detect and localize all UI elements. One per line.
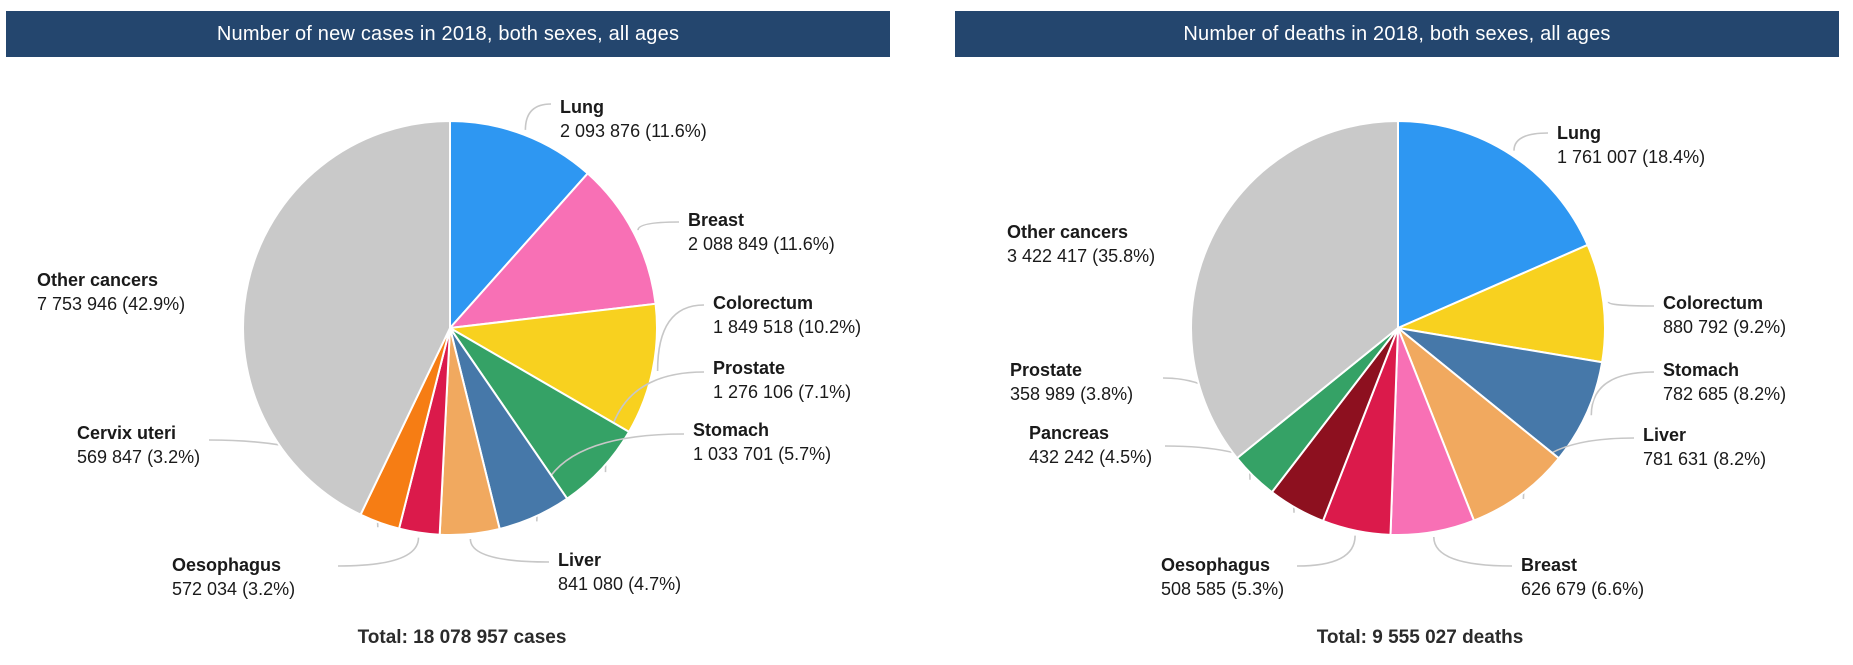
slice-label-name: Other cancers bbox=[37, 270, 159, 290]
leader-line-deaths-breast bbox=[1433, 536, 1513, 567]
slice-label-name: Stomach bbox=[1663, 360, 1740, 380]
slice-label-deaths-prostate: Prostate 358 989 (3.8%) bbox=[1010, 358, 1133, 406]
slice-label-value: 880 792 (9.2%) bbox=[1663, 317, 1787, 337]
slice-label-name: Lung bbox=[1557, 123, 1601, 143]
chart-title-deaths: Number of deaths in 2018, both sexes, al… bbox=[955, 11, 1839, 57]
leader-line-new-cases-lung bbox=[524, 103, 552, 130]
leader-line-deaths-lung bbox=[1513, 132, 1549, 151]
slice-label-name: Liver bbox=[558, 550, 602, 570]
slice-label-name: Prostate bbox=[1010, 360, 1083, 380]
leader-line-new-cases-liver bbox=[469, 538, 550, 563]
pie-slice-deaths-lung[interactable] bbox=[1397, 120, 1589, 329]
pie-slice-new-cases-colorectum[interactable] bbox=[449, 302, 658, 433]
slice-label-name: Oesophagus bbox=[1161, 555, 1271, 575]
slice-label-deaths-pancreas: Pancreas 432 242 (4.5%) bbox=[1029, 421, 1152, 469]
slice-label-value: 569 847 (3.2%) bbox=[77, 447, 201, 467]
slice-label-deaths-colorectum: Colorectum 880 792 (9.2%) bbox=[1663, 291, 1786, 339]
slice-label-new-cases-other-cancers: Other cancers 7 753 946 (42.9%) bbox=[37, 268, 185, 316]
slice-label-new-cases-oesophagus: Oesophagus 572 034 (3.2%) bbox=[172, 553, 295, 601]
slice-label-value: 508 585 (5.3%) bbox=[1161, 579, 1285, 599]
slice-label-new-cases-breast: Breast 2 088 849 (11.6%) bbox=[688, 208, 835, 256]
slice-label-name: Colorectum bbox=[713, 293, 814, 313]
slice-label-name: Other cancers bbox=[1007, 222, 1129, 242]
pie-slice-new-cases-other-cancers[interactable] bbox=[242, 120, 451, 516]
leader-line-deaths-oesophagus bbox=[1296, 535, 1356, 567]
total-cases: Total: 18 078 957 cases bbox=[357, 627, 567, 648]
slice-label-name: Stomach bbox=[693, 420, 770, 440]
pie-slice-new-cases-breast[interactable] bbox=[449, 172, 657, 329]
slice-label-name: Oesophagus bbox=[172, 555, 282, 575]
slice-label-new-cases-cervix-uteri: Cervix uteri 569 847 (3.2%) bbox=[77, 421, 200, 469]
slice-label-value: 1 761 007 (18.4%) bbox=[1557, 147, 1706, 167]
slice-label-value: 2 093 876 (11.6%) bbox=[560, 121, 707, 141]
slice-label-deaths-breast: Breast 626 679 (6.6%) bbox=[1521, 553, 1644, 601]
slice-label-name: Pancreas bbox=[1029, 423, 1110, 443]
slice-label-value: 2 088 849 (11.6%) bbox=[688, 234, 835, 254]
slice-label-name: Cervix uteri bbox=[77, 423, 177, 443]
slice-label-deaths-other-cancers: Other cancers 3 422 417 (35.8%) bbox=[1007, 220, 1155, 268]
leader-line-deaths-stomach bbox=[1590, 371, 1655, 416]
slice-label-value: 7 753 946 (42.9%) bbox=[37, 294, 186, 314]
leader-line-new-cases-oesophagus bbox=[337, 537, 420, 567]
pie-slice-deaths-liver[interactable] bbox=[1397, 327, 1560, 522]
leader-line-deaths-colorectum bbox=[1607, 301, 1655, 307]
slice-label-name: Breast bbox=[688, 210, 745, 230]
slice-label-deaths-lung: Lung 1 761 007 (18.4%) bbox=[1557, 121, 1705, 169]
leader-line-new-cases-breast bbox=[637, 221, 680, 231]
slice-label-name: Prostate bbox=[713, 358, 786, 378]
slice-label-value: 572 034 (3.2%) bbox=[172, 579, 296, 599]
slice-label-value: 782 685 (8.2%) bbox=[1663, 384, 1787, 404]
slice-label-value: 1 276 106 (7.1%) bbox=[713, 382, 852, 402]
pie-slice-deaths-other-cancers[interactable] bbox=[1190, 120, 1399, 460]
leader-line-new-cases-colorectum bbox=[656, 304, 705, 372]
slice-label-deaths-oesophagus: Oesophagus 508 585 (5.3%) bbox=[1161, 553, 1284, 601]
slice-label-name: Breast bbox=[1521, 555, 1578, 575]
pie-slice-new-cases-lung[interactable] bbox=[449, 120, 589, 329]
slice-label-new-cases-stomach: Stomach 1 033 701 (5.7%) bbox=[693, 418, 831, 466]
slice-label-deaths-liver: Liver 781 631 (8.2%) bbox=[1643, 423, 1766, 471]
pie-slice-deaths-colorectum[interactable] bbox=[1397, 243, 1606, 364]
total-deaths: Total: 9 555 027 deaths bbox=[1316, 627, 1524, 648]
slice-label-new-cases-liver: Liver 841 080 (4.7%) bbox=[558, 548, 681, 596]
slice-label-deaths-stomach: Stomach 782 685 (8.2%) bbox=[1663, 358, 1786, 406]
slice-label-value: 841 080 (4.7%) bbox=[558, 574, 682, 594]
slice-label-name: Lung bbox=[560, 97, 604, 117]
slice-label-new-cases-lung: Lung 2 093 876 (11.6%) bbox=[560, 95, 707, 143]
slice-label-name: Liver bbox=[1643, 425, 1687, 445]
slice-label-value: 358 989 (3.8%) bbox=[1010, 384, 1134, 404]
slice-label-value: 3 422 417 (35.8%) bbox=[1007, 246, 1156, 266]
slice-label-name: Colorectum bbox=[1663, 293, 1764, 313]
slice-label-value: 1 033 701 (5.7%) bbox=[693, 444, 832, 464]
chart-title-new-cases: Number of new cases in 2018, both sexes,… bbox=[6, 11, 890, 57]
slice-label-value: 432 242 (4.5%) bbox=[1029, 447, 1153, 467]
slice-label-value: 781 631 (8.2%) bbox=[1643, 449, 1767, 469]
slice-label-value: 626 679 (6.6%) bbox=[1521, 579, 1645, 599]
slice-label-value: 1 849 518 (10.2%) bbox=[713, 317, 862, 337]
slice-label-new-cases-prostate: Prostate 1 276 106 (7.1%) bbox=[713, 356, 851, 404]
pie-slice-deaths-stomach[interactable] bbox=[1397, 327, 1604, 460]
slice-label-new-cases-colorectum: Colorectum 1 849 518 (10.2%) bbox=[713, 291, 861, 339]
